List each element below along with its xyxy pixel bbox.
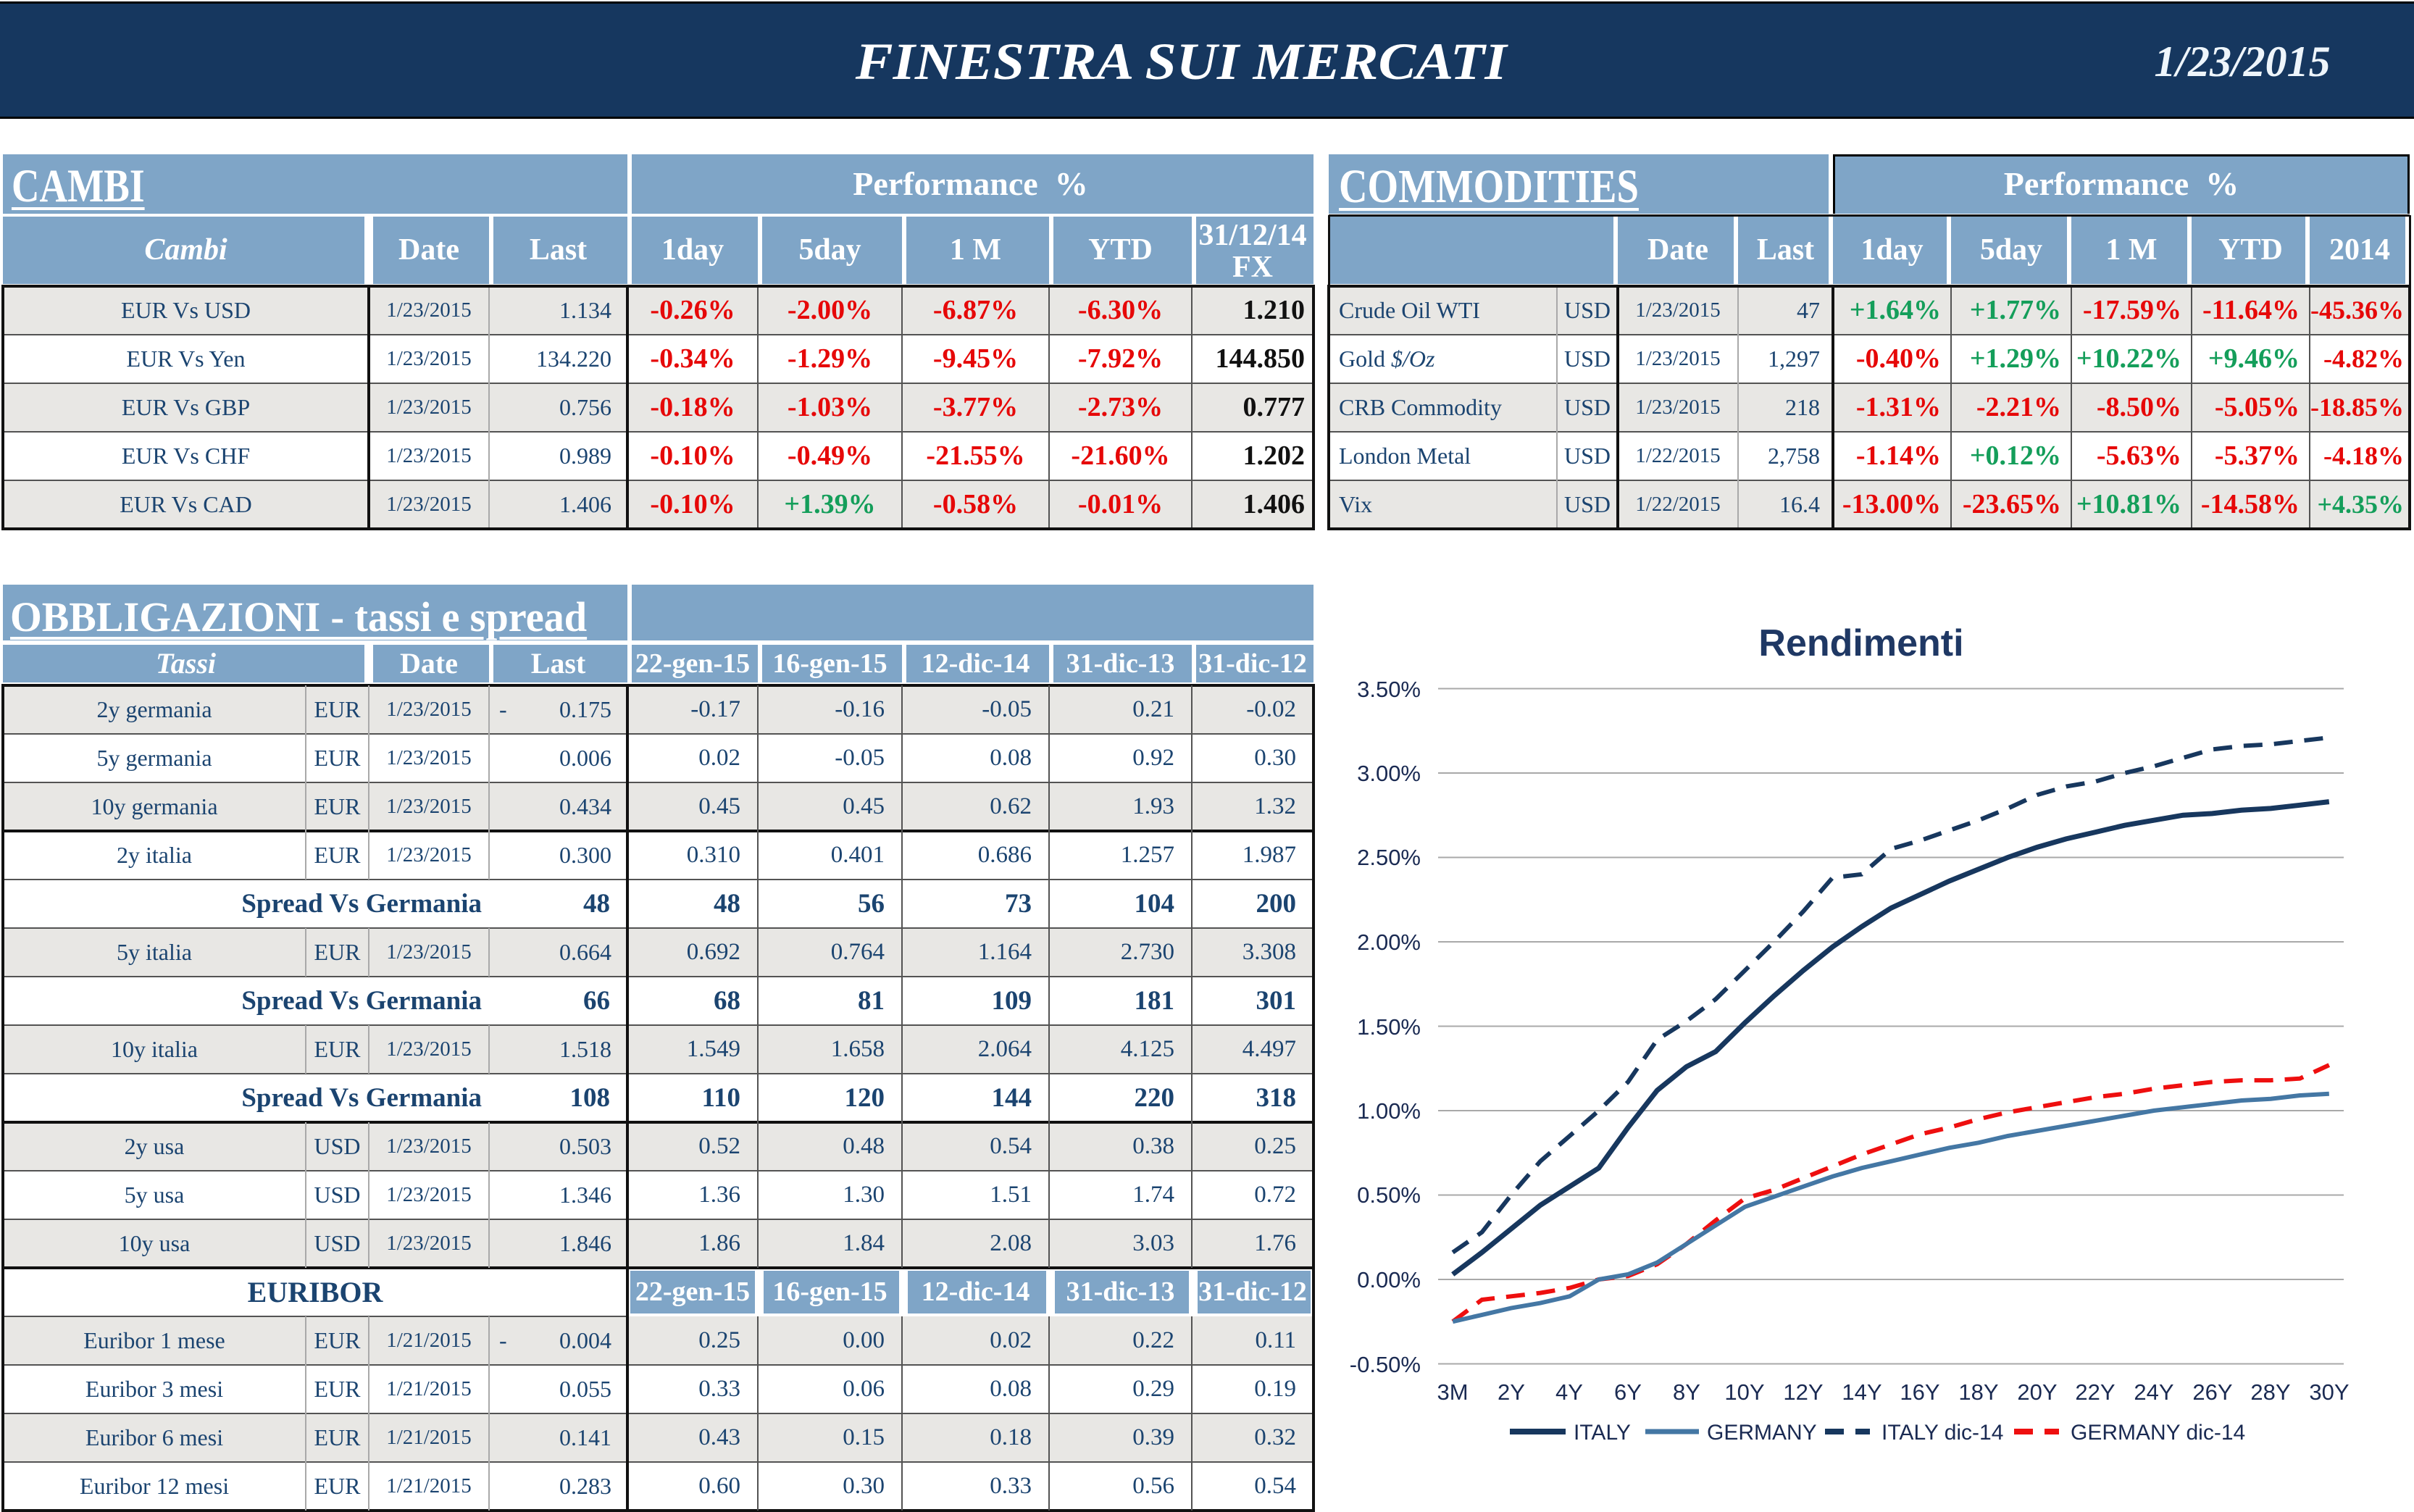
svg-text:6Y: 6Y <box>1614 1379 1642 1405</box>
svg-text:10Y: 10Y <box>1724 1379 1764 1405</box>
svg-text:24Y: 24Y <box>2134 1379 2173 1405</box>
svg-text:28Y: 28Y <box>2250 1379 2290 1405</box>
svg-text:0.50%: 0.50% <box>1357 1182 1421 1208</box>
svg-text:0.00%: 0.00% <box>1357 1267 1421 1292</box>
svg-text:GERMANY dic-14: GERMANY dic-14 <box>2071 1421 2245 1445</box>
svg-text:GERMANY: GERMANY <box>1707 1421 1817 1445</box>
svg-text:ITALY: ITALY <box>1574 1421 1631 1445</box>
svg-text:20Y: 20Y <box>2017 1379 2057 1405</box>
svg-text:16Y: 16Y <box>1900 1379 1939 1405</box>
svg-text:-0.50%: -0.50% <box>1350 1352 1421 1377</box>
svg-text:2Y: 2Y <box>1498 1379 1525 1405</box>
svg-text:Rendimenti: Rendimenti <box>1758 622 1963 664</box>
svg-text:2.00%: 2.00% <box>1357 930 1421 955</box>
svg-text:1.00%: 1.00% <box>1357 1098 1421 1124</box>
svg-text:3.00%: 3.00% <box>1357 761 1421 786</box>
svg-text:3.50%: 3.50% <box>1357 677 1421 702</box>
svg-text:4Y: 4Y <box>1555 1379 1583 1405</box>
svg-text:22Y: 22Y <box>2075 1379 2115 1405</box>
svg-text:30Y: 30Y <box>2309 1379 2349 1405</box>
svg-text:2.50%: 2.50% <box>1357 845 1421 870</box>
svg-text:14Y: 14Y <box>1842 1379 1882 1405</box>
svg-text:26Y: 26Y <box>2192 1379 2232 1405</box>
svg-text:3M: 3M <box>1437 1379 1468 1405</box>
svg-text:12Y: 12Y <box>1783 1379 1823 1405</box>
svg-text:1.50%: 1.50% <box>1357 1014 1421 1040</box>
svg-text:8Y: 8Y <box>1673 1379 1700 1405</box>
svg-text:ITALY dic-14: ITALY dic-14 <box>1882 1421 2003 1445</box>
svg-text:18Y: 18Y <box>1958 1379 1998 1405</box>
